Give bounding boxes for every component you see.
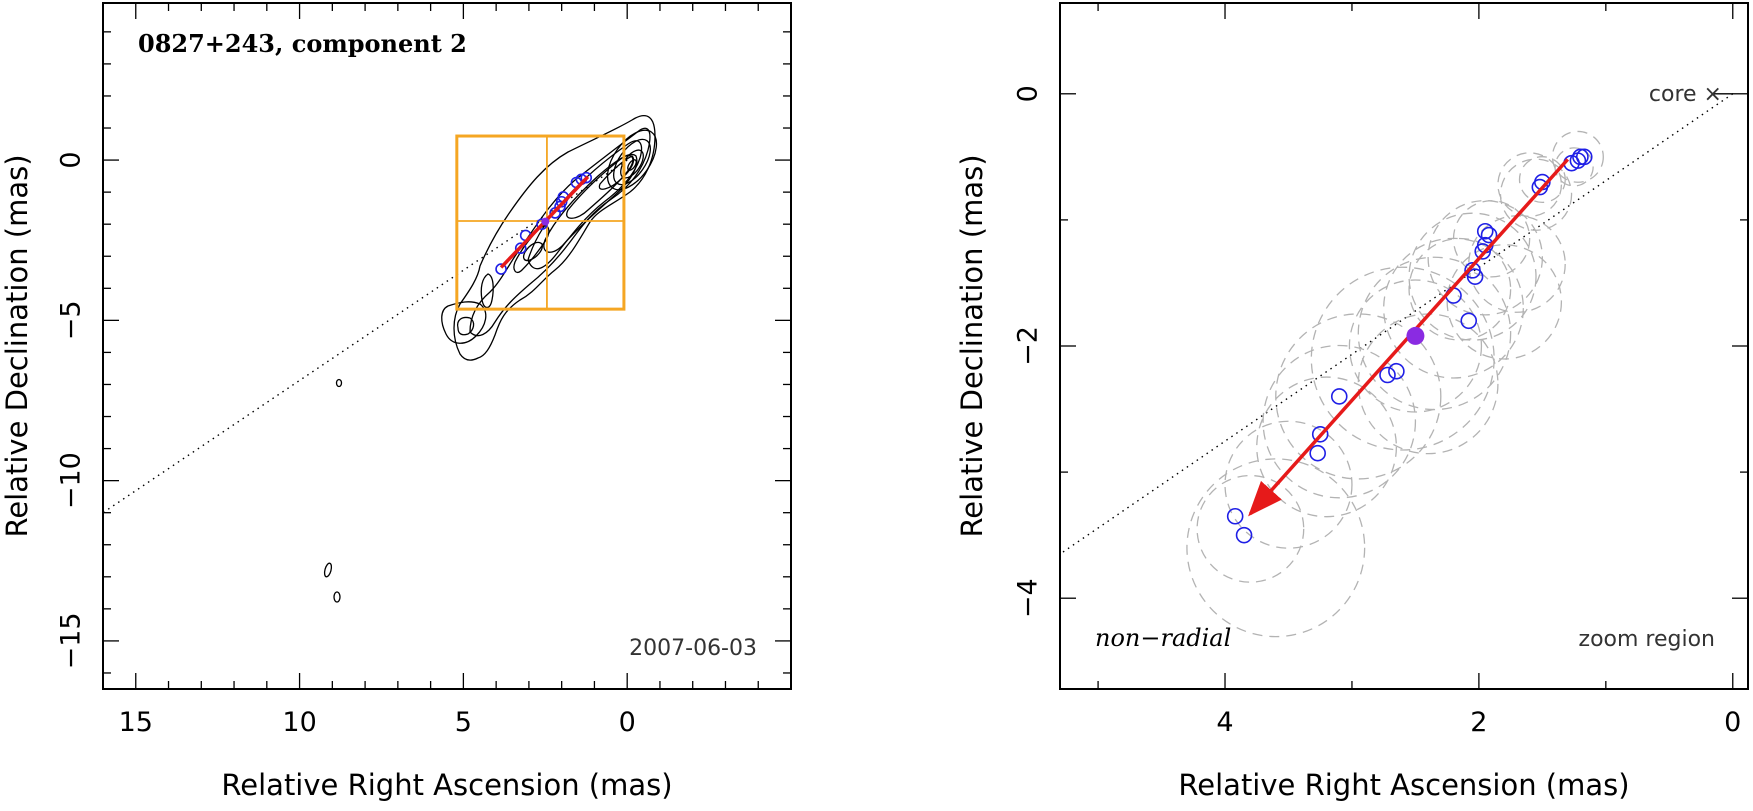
left-x-tick-label: 10: [282, 707, 316, 738]
contour-outlier-2: [323, 562, 333, 578]
component-marker: [1235, 526, 1253, 544]
fit-circle: [1357, 256, 1512, 411]
left-x-axis-label: Relative Right Ascension (mas): [221, 768, 672, 802]
contour-level-4: [543, 153, 638, 253]
right-y-tick-label: 0: [1013, 85, 1044, 102]
fit-circle: [1383, 237, 1524, 379]
right-x-tick-label: 2: [1470, 707, 1487, 738]
right-x-tick-label: 0: [1724, 707, 1741, 738]
left-y-tick-label: −15: [56, 612, 87, 669]
component-marker: [1531, 178, 1549, 196]
fit-circle: [1427, 199, 1544, 316]
left-date: 2007-06-03: [629, 636, 757, 661]
component-marker: [1330, 388, 1348, 405]
fit-circle: [1554, 147, 1594, 187]
contour-outlier-1: [335, 378, 343, 388]
contour-core-mid: [613, 138, 651, 186]
fit-circle: [1408, 212, 1537, 341]
right-ticks: 4 2 0 0 −2 −4: [1013, 3, 1748, 738]
contour-level-6: [598, 155, 635, 190]
left-x-tick-label: 5: [455, 707, 472, 738]
left-radial-line: [103, 159, 628, 514]
right-y-tick-label: −2: [1013, 326, 1044, 366]
fit-circle: [1408, 237, 1512, 341]
component-marker: [549, 207, 561, 219]
fit-circle: [1256, 376, 1398, 518]
right-panel: 4 2 0 0 −2 −4 core × non−radial zoom region R…: [955, 2, 1749, 802]
component-marker: [1474, 243, 1492, 260]
contour-core-outer: [606, 129, 658, 191]
left-x-tick-label: 0: [619, 707, 636, 738]
component-marker: [1466, 268, 1484, 285]
component-marker: [555, 195, 568, 208]
fit-circle: [1275, 313, 1442, 480]
right-components: [1226, 148, 1593, 544]
right-radial-line: [1060, 93, 1734, 555]
right-x-tick-label: 4: [1216, 707, 1233, 738]
fit-circle: [1357, 313, 1499, 455]
fit-circle: [1551, 130, 1604, 183]
right-y-axis-label: Relative Declination (mas): [955, 154, 989, 537]
component-marker: [1572, 148, 1589, 166]
contour-level-2: [469, 127, 651, 337]
fit-circle: [1446, 244, 1563, 360]
contour-level-1: [453, 115, 656, 361]
right-y-tick-label: −4: [1013, 578, 1044, 618]
component-marker: [1480, 226, 1498, 244]
component-marker: [1309, 444, 1326, 462]
contour-jet-knot: [523, 241, 543, 262]
right-fit-circles: [1186, 130, 1604, 638]
component-marker: [1460, 312, 1478, 330]
left-contour-map: [323, 115, 658, 603]
right-x-axis-label: Relative Right Ascension (mas): [1178, 768, 1629, 802]
component-marker: [495, 263, 507, 275]
left-panel: 15 10 5 0 0 −5 −10 −15 0827+243, component 2 20…: [0, 2, 792, 802]
component-marker: [1388, 362, 1405, 380]
left-y-tick-label: −5: [56, 300, 87, 340]
left-title: 0827+243, component 2: [138, 29, 467, 58]
fit-circle: [1196, 474, 1305, 583]
fit-circle: [1310, 266, 1495, 451]
contour-core-peak: [627, 159, 637, 171]
right-mean-position: [1406, 326, 1425, 345]
non-radial-label: non−radial: [1095, 624, 1231, 652]
zoom-box-outline: [455, 134, 626, 311]
component-marker: [1379, 366, 1396, 384]
contour-outlier-3: [333, 591, 341, 603]
fit-circle: [1224, 420, 1353, 549]
left-mean-position: [541, 217, 550, 226]
left-y-tick-label: 0: [56, 151, 87, 168]
zoom-region-label: zoom region: [1579, 627, 1715, 652]
component-marker: [1311, 425, 1329, 443]
left-plot-frame: [102, 2, 792, 690]
contour-level-5: [566, 154, 634, 219]
contour-tail-blob-inner: [456, 316, 475, 336]
core-label: core ×: [1649, 82, 1722, 107]
fit-circle: [1497, 152, 1563, 217]
component-marker: [1476, 222, 1494, 240]
left-x-tick-label: 15: [119, 707, 153, 738]
left-y-axis-label: Relative Declination (mas): [0, 154, 34, 537]
left-y-tick-label: −10: [56, 452, 87, 509]
right-plot-area: [1060, 93, 1734, 638]
left-plot-area: [103, 115, 658, 603]
fit-circle: [1262, 344, 1417, 499]
contour-tail-blob: [441, 301, 487, 344]
component-marker: [514, 242, 527, 255]
component-marker: [580, 171, 593, 184]
right-plot-frame: [1059, 2, 1749, 690]
left-ticks: 15 10 5 0 0 −5 −10 −15: [56, 3, 792, 738]
component-marker: [1226, 507, 1244, 525]
fit-circle: [1518, 156, 1566, 204]
contour-tail-plume: [480, 273, 494, 309]
fit-circle: [1186, 458, 1366, 638]
